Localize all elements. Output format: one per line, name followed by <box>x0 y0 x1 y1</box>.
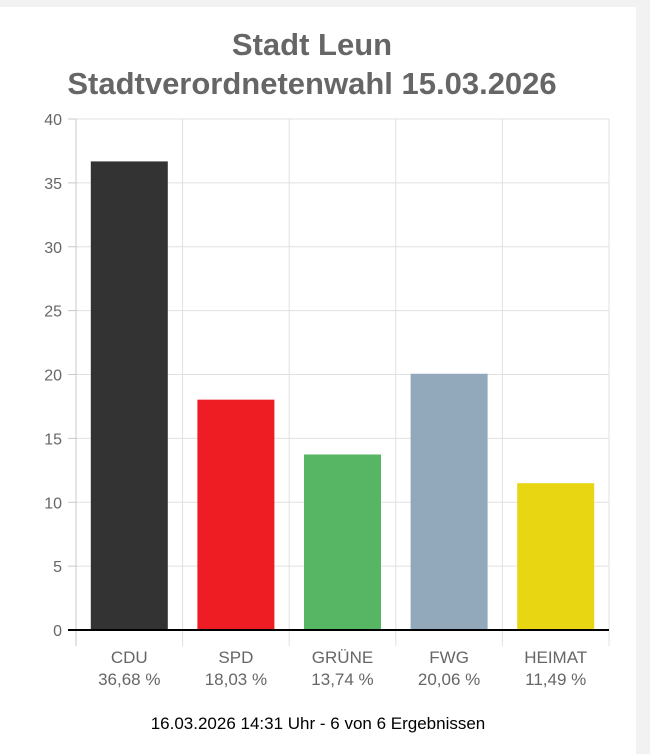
bar-value-label: 11,49 % <box>525 670 586 689</box>
bar-heimat <box>517 483 595 630</box>
bar-cdu <box>90 161 168 630</box>
y-tick-label: 35 <box>44 176 62 193</box>
x-tick-label: SPD <box>218 648 253 667</box>
bar-value-label: 36,68 % <box>98 670 160 689</box>
chart-title-line-2: Stadtverordnetenwahl 15.03.2026 <box>67 66 557 101</box>
x-tick-label: GRÜNE <box>312 648 373 667</box>
bar-value-label: 18,03 % <box>205 670 267 689</box>
results-status-footer: 16.03.2026 14:31 Uhr - 6 von 6 Ergebniss… <box>150 714 486 733</box>
y-tick-label: 0 <box>53 623 62 640</box>
bar-fwg <box>410 373 488 630</box>
y-tick-label: 25 <box>44 304 62 321</box>
y-tick-label: 15 <box>44 431 62 448</box>
x-tick-label: FWG <box>429 648 469 667</box>
bar-grüne <box>304 454 381 630</box>
bar-chart: 0 5 10 15 20 25 30 35 40 CDU 36,68 % SPD 18,03 % GRÜN… <box>44 112 610 689</box>
y-tick-label: 20 <box>44 368 62 385</box>
y-tick-label: 10 <box>44 495 62 512</box>
bar-spd <box>197 399 275 630</box>
y-tick-label: 30 <box>44 240 62 257</box>
y-tick-label: 5 <box>53 559 62 576</box>
chart-title-line-1: Stadt Leun <box>231 27 393 62</box>
bar-value-label: 13,74 % <box>311 670 373 689</box>
bar-value-label: 20,06 % <box>418 670 480 689</box>
y-tick-label: 40 <box>44 112 62 129</box>
chart-card: Stadt Leun Stadtverordnetenwahl 15.03.20… <box>0 7 636 754</box>
x-tick-label: CDU <box>111 648 148 667</box>
x-tick-label: HEIMAT <box>524 648 587 667</box>
